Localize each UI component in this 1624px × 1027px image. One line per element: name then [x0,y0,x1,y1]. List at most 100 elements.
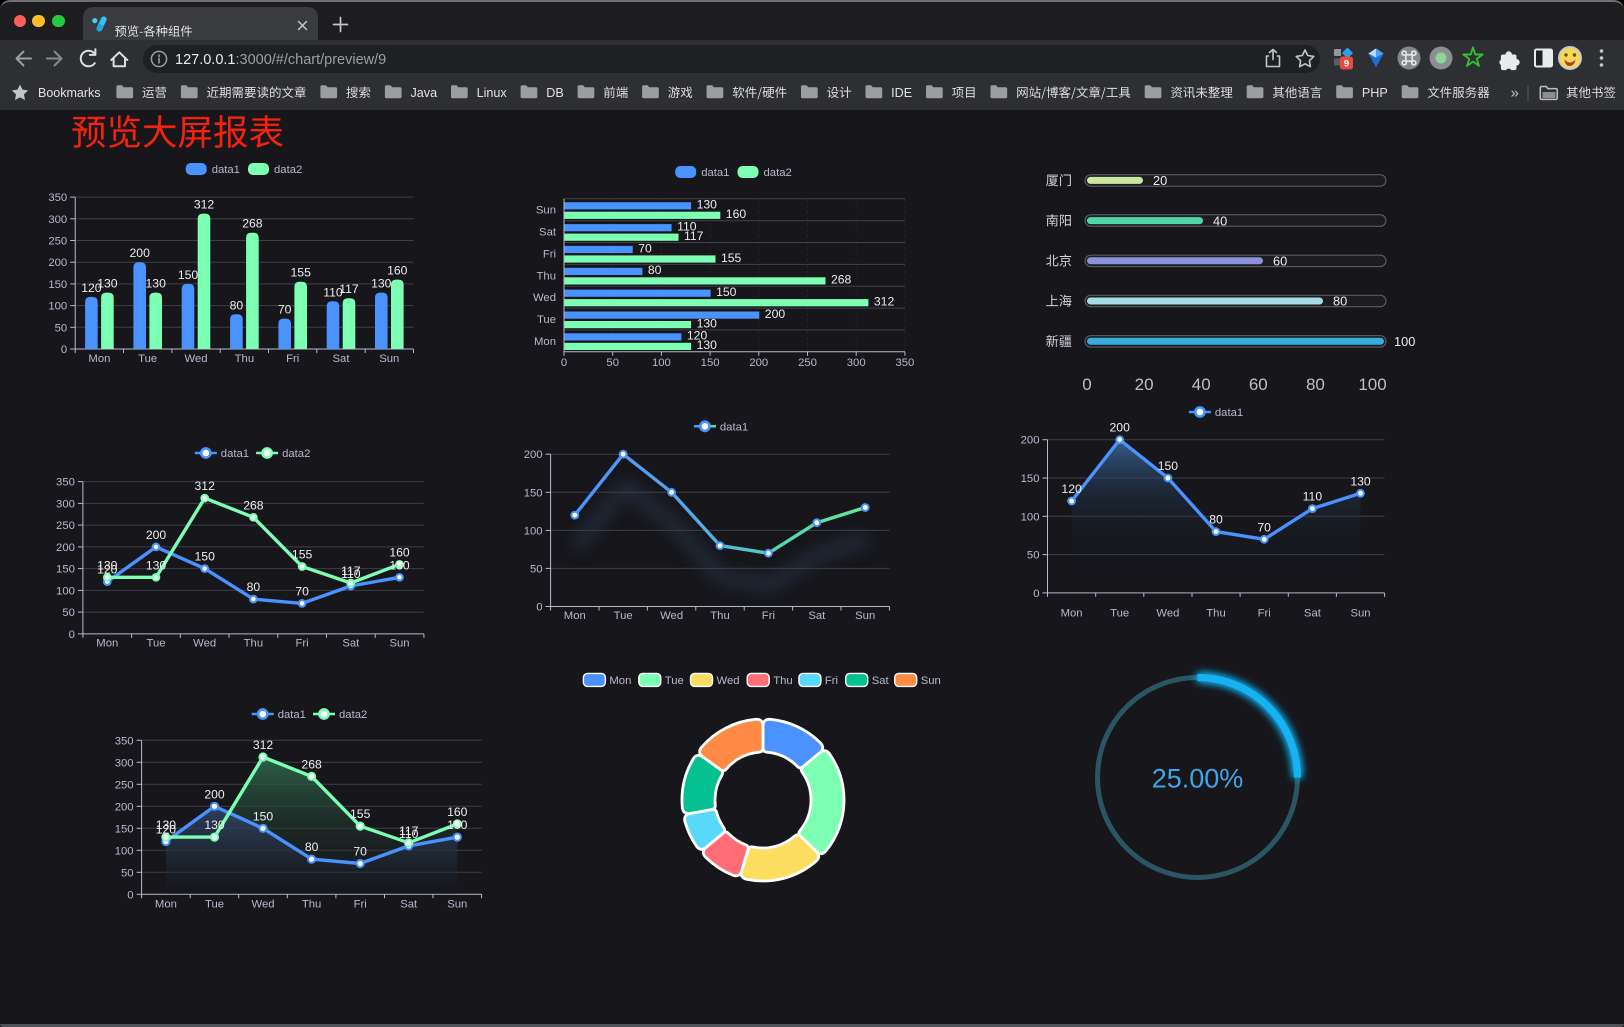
svg-text:Tue: Tue [146,638,165,650]
svg-text:250: 250 [798,357,817,369]
svg-text:25.00%: 25.00% [1152,764,1244,794]
svg-text:200: 200 [56,542,75,554]
svg-text:Bookmarks: Bookmarks [38,86,101,100]
svg-text:data2: data2 [339,709,367,721]
svg-text:Thu: Thu [710,610,729,622]
svg-text:200: 200 [765,307,786,321]
svg-text:117: 117 [341,564,361,578]
svg-text:160: 160 [726,207,747,221]
svg-text:130: 130 [97,558,118,572]
svg-text:70: 70 [1257,520,1271,534]
svg-text:data1: data1 [212,164,240,176]
svg-text:Wed: Wed [184,353,207,365]
svg-text:Thu: Thu [244,638,263,650]
svg-text:100: 100 [48,301,67,313]
svg-text:268: 268 [243,498,264,512]
svg-text:Fri: Fri [1258,608,1271,620]
svg-text:Wed: Wed [251,899,274,911]
svg-text:130: 130 [447,818,468,832]
svg-text:350: 350 [48,192,67,204]
svg-text:150: 150 [1021,473,1040,485]
svg-text:Mon: Mon [564,610,586,622]
svg-text:100: 100 [1358,375,1386,394]
svg-text:200: 200 [1021,435,1040,447]
svg-text:130: 130 [1350,474,1371,488]
svg-text:200: 200 [524,449,543,461]
svg-text:Wed: Wed [533,292,556,304]
svg-text:80: 80 [1209,513,1223,527]
svg-text:Thu: Thu [773,675,792,687]
svg-text:data2: data2 [282,448,310,460]
svg-text:300: 300 [847,357,866,369]
svg-text:Sun: Sun [536,205,556,217]
svg-text:Sun: Sun [855,610,875,622]
svg-text:Fri: Fri [543,248,556,260]
svg-text:80: 80 [648,263,662,277]
svg-text:data1: data1 [1215,407,1243,419]
svg-text:Sun: Sun [921,675,941,687]
svg-text:200: 200 [115,801,134,813]
svg-text:80: 80 [247,580,261,594]
svg-text:155: 155 [350,807,371,821]
svg-text:Sun: Sun [1350,608,1370,620]
svg-text:200: 200 [1110,421,1131,435]
svg-text:Tue: Tue [138,353,157,365]
svg-text:110: 110 [341,567,361,581]
svg-text:100: 100 [115,845,134,857]
svg-text:data1: data1 [221,448,249,460]
svg-text:Tue: Tue [614,610,633,622]
svg-text:110: 110 [677,220,697,234]
svg-text:Thu: Thu [302,899,321,911]
svg-text:155: 155 [721,251,742,265]
svg-text:Sat: Sat [872,675,890,687]
svg-text:130: 130 [204,818,225,832]
svg-text:0: 0 [1033,588,1039,600]
svg-text:268: 268 [831,273,852,287]
svg-text:160: 160 [387,264,408,278]
svg-text:40: 40 [1192,375,1211,394]
svg-text:130: 130 [371,277,392,291]
svg-text:70: 70 [638,241,652,255]
svg-text:150: 150 [1158,459,1179,473]
svg-text:250: 250 [56,520,75,532]
svg-text:80: 80 [230,298,244,312]
svg-text:120: 120 [1061,482,1082,496]
svg-text:155: 155 [292,548,313,562]
svg-text:60: 60 [1273,254,1287,269]
svg-text:150: 150 [524,487,543,499]
svg-text:150: 150 [115,823,134,835]
svg-text:50: 50 [606,357,619,369]
svg-text:312: 312 [195,479,216,493]
svg-text:312: 312 [194,198,215,212]
svg-text:150: 150 [716,285,737,299]
svg-text:200: 200 [130,246,151,260]
svg-text:100: 100 [524,525,543,537]
svg-text:150: 150 [701,357,720,369]
svg-text:150: 150 [56,564,75,576]
svg-text:20: 20 [1153,173,1167,188]
svg-text:312: 312 [253,738,274,752]
svg-text:150: 150 [48,279,67,291]
svg-text:40: 40 [1213,213,1227,228]
svg-text:Tue: Tue [1110,608,1129,620]
svg-text:80: 80 [1306,375,1325,394]
svg-text:Mon: Mon [534,336,556,348]
svg-text:9: 9 [1344,59,1349,70]
svg-text:130: 130 [156,818,177,832]
svg-text:Thu: Thu [235,353,254,365]
svg-text:Tue: Tue [205,899,224,911]
svg-text:300: 300 [56,498,75,510]
svg-text:Sat: Sat [333,353,351,365]
svg-text:350: 350 [56,477,75,489]
svg-text:50: 50 [55,322,68,334]
svg-text:Tue: Tue [537,314,556,326]
svg-text:Fri: Fri [762,610,775,622]
svg-text:20: 20 [1135,375,1154,394]
svg-text:DB: DB [546,86,564,100]
svg-text:130: 130 [697,338,718,352]
svg-text:»: » [1511,85,1519,102]
svg-text:Sun: Sun [379,353,399,365]
svg-text:130: 130 [697,316,718,330]
svg-text:120: 120 [81,281,102,295]
svg-text:120: 120 [97,563,118,577]
